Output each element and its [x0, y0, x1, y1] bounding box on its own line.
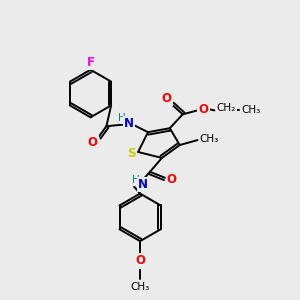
Text: F: F [87, 56, 94, 69]
Text: CH₂: CH₂ [217, 103, 236, 113]
Text: N: N [138, 178, 148, 191]
Text: O: O [88, 136, 98, 148]
Text: O: O [162, 92, 172, 105]
Text: O: O [167, 173, 177, 186]
Text: O: O [199, 103, 208, 116]
Text: N: N [124, 117, 134, 130]
Text: CH₃: CH₃ [130, 282, 150, 292]
Text: H: H [118, 113, 126, 123]
Text: H: H [132, 175, 140, 185]
Text: CH₃: CH₃ [242, 105, 261, 116]
Text: O: O [135, 254, 145, 268]
Text: S: S [127, 148, 135, 160]
Text: CH₃: CH₃ [200, 134, 219, 144]
